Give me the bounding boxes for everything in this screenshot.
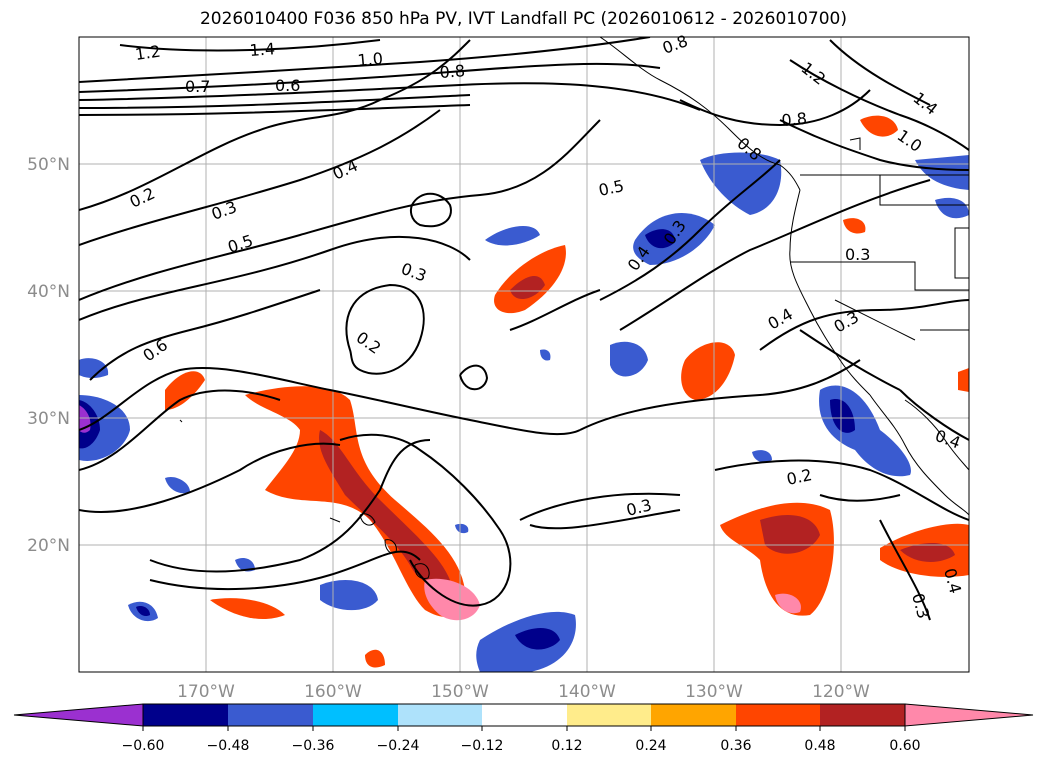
shaded-anomalies: [79, 115, 969, 672]
colorbar-tick-label: −0.24: [377, 738, 420, 754]
colorbar-swatch: [398, 704, 482, 726]
colorbar: −0.60 −0.48 −0.36 −0.24 −0.12 0.12 0.24 …: [13, 703, 1034, 754]
colorbar-tick-label: −0.12: [461, 738, 504, 754]
contour-label: 1.0: [357, 49, 384, 70]
lat-label-30n: 30°N: [27, 409, 70, 429]
positive-anomaly-west: [165, 371, 205, 410]
lat-label-40n: 40°N: [27, 282, 70, 302]
map-area: [79, 37, 969, 672]
colorbar-tick-label: 0.60: [889, 738, 920, 754]
contour-label: 0.7: [185, 77, 210, 96]
contour-label: 0.8: [439, 61, 466, 82]
colorbar-swatch: [143, 704, 228, 726]
lon-label-170w: 170°W: [177, 682, 235, 702]
contour-label: 0.8: [781, 109, 808, 130]
colorbar-swatch: [567, 704, 651, 726]
colorbar-swatch: [736, 704, 820, 726]
latitude-labels: 50°N 40°N 30°N 20°N: [27, 155, 70, 556]
colorbar-extend-high: [904, 703, 1034, 727]
colorbar-tick-label: −0.48: [207, 738, 250, 754]
contour-label: 0.3: [845, 245, 870, 264]
colorbar-tick-label: 0.36: [720, 738, 751, 754]
colorbar-swatch: [482, 704, 567, 726]
map-title: 2026010400 F036 850 hPa PV, IVT Landfall…: [199, 9, 847, 29]
map-frame: [78, 36, 970, 673]
colorbar-swatch: [228, 704, 313, 726]
colorbar-tick-label: −0.60: [122, 738, 165, 754]
positive-anomaly-central-core: [319, 430, 450, 585]
lon-label-160w: 160°W: [304, 682, 362, 702]
colorbar-tick-label: 0.24: [635, 738, 666, 754]
negative-anomaly-48n: [700, 152, 782, 215]
colorbar-tick-label: 0.48: [804, 738, 835, 754]
gridlines: [79, 37, 969, 672]
colorbar-tick-label: −0.36: [292, 738, 335, 754]
lat-label-50n: 50°N: [27, 155, 70, 175]
pv-contours: [79, 37, 969, 621]
coastlines: [179, 37, 969, 579]
contour-label: 0.2: [785, 465, 814, 489]
colorbar-swatch: [651, 704, 736, 726]
lat-label-20n: 20°N: [27, 536, 70, 556]
longitude-labels: 170°W 160°W 150°W 140°W 130°W 120°W: [177, 682, 870, 702]
colorbar-tick-label: 0.12: [551, 738, 582, 754]
lon-label-140w: 140°W: [558, 682, 616, 702]
contour-label: 1.4: [249, 39, 276, 60]
positive-anomaly-33n: [681, 342, 735, 400]
contour-label: 0.5: [597, 176, 626, 200]
lon-label-130w: 130°W: [685, 682, 743, 702]
lon-label-120w: 120°W: [812, 682, 870, 702]
colorbar-extend-low: [13, 703, 144, 727]
contour-label: 1.2: [134, 42, 162, 64]
colorbar-swatch: [820, 704, 905, 726]
lon-label-150w: 150°W: [431, 682, 489, 702]
positive-anomaly-central-peak: [424, 578, 480, 621]
colorbar-swatch: [313, 704, 398, 726]
contour-label: 0.6: [275, 76, 300, 95]
